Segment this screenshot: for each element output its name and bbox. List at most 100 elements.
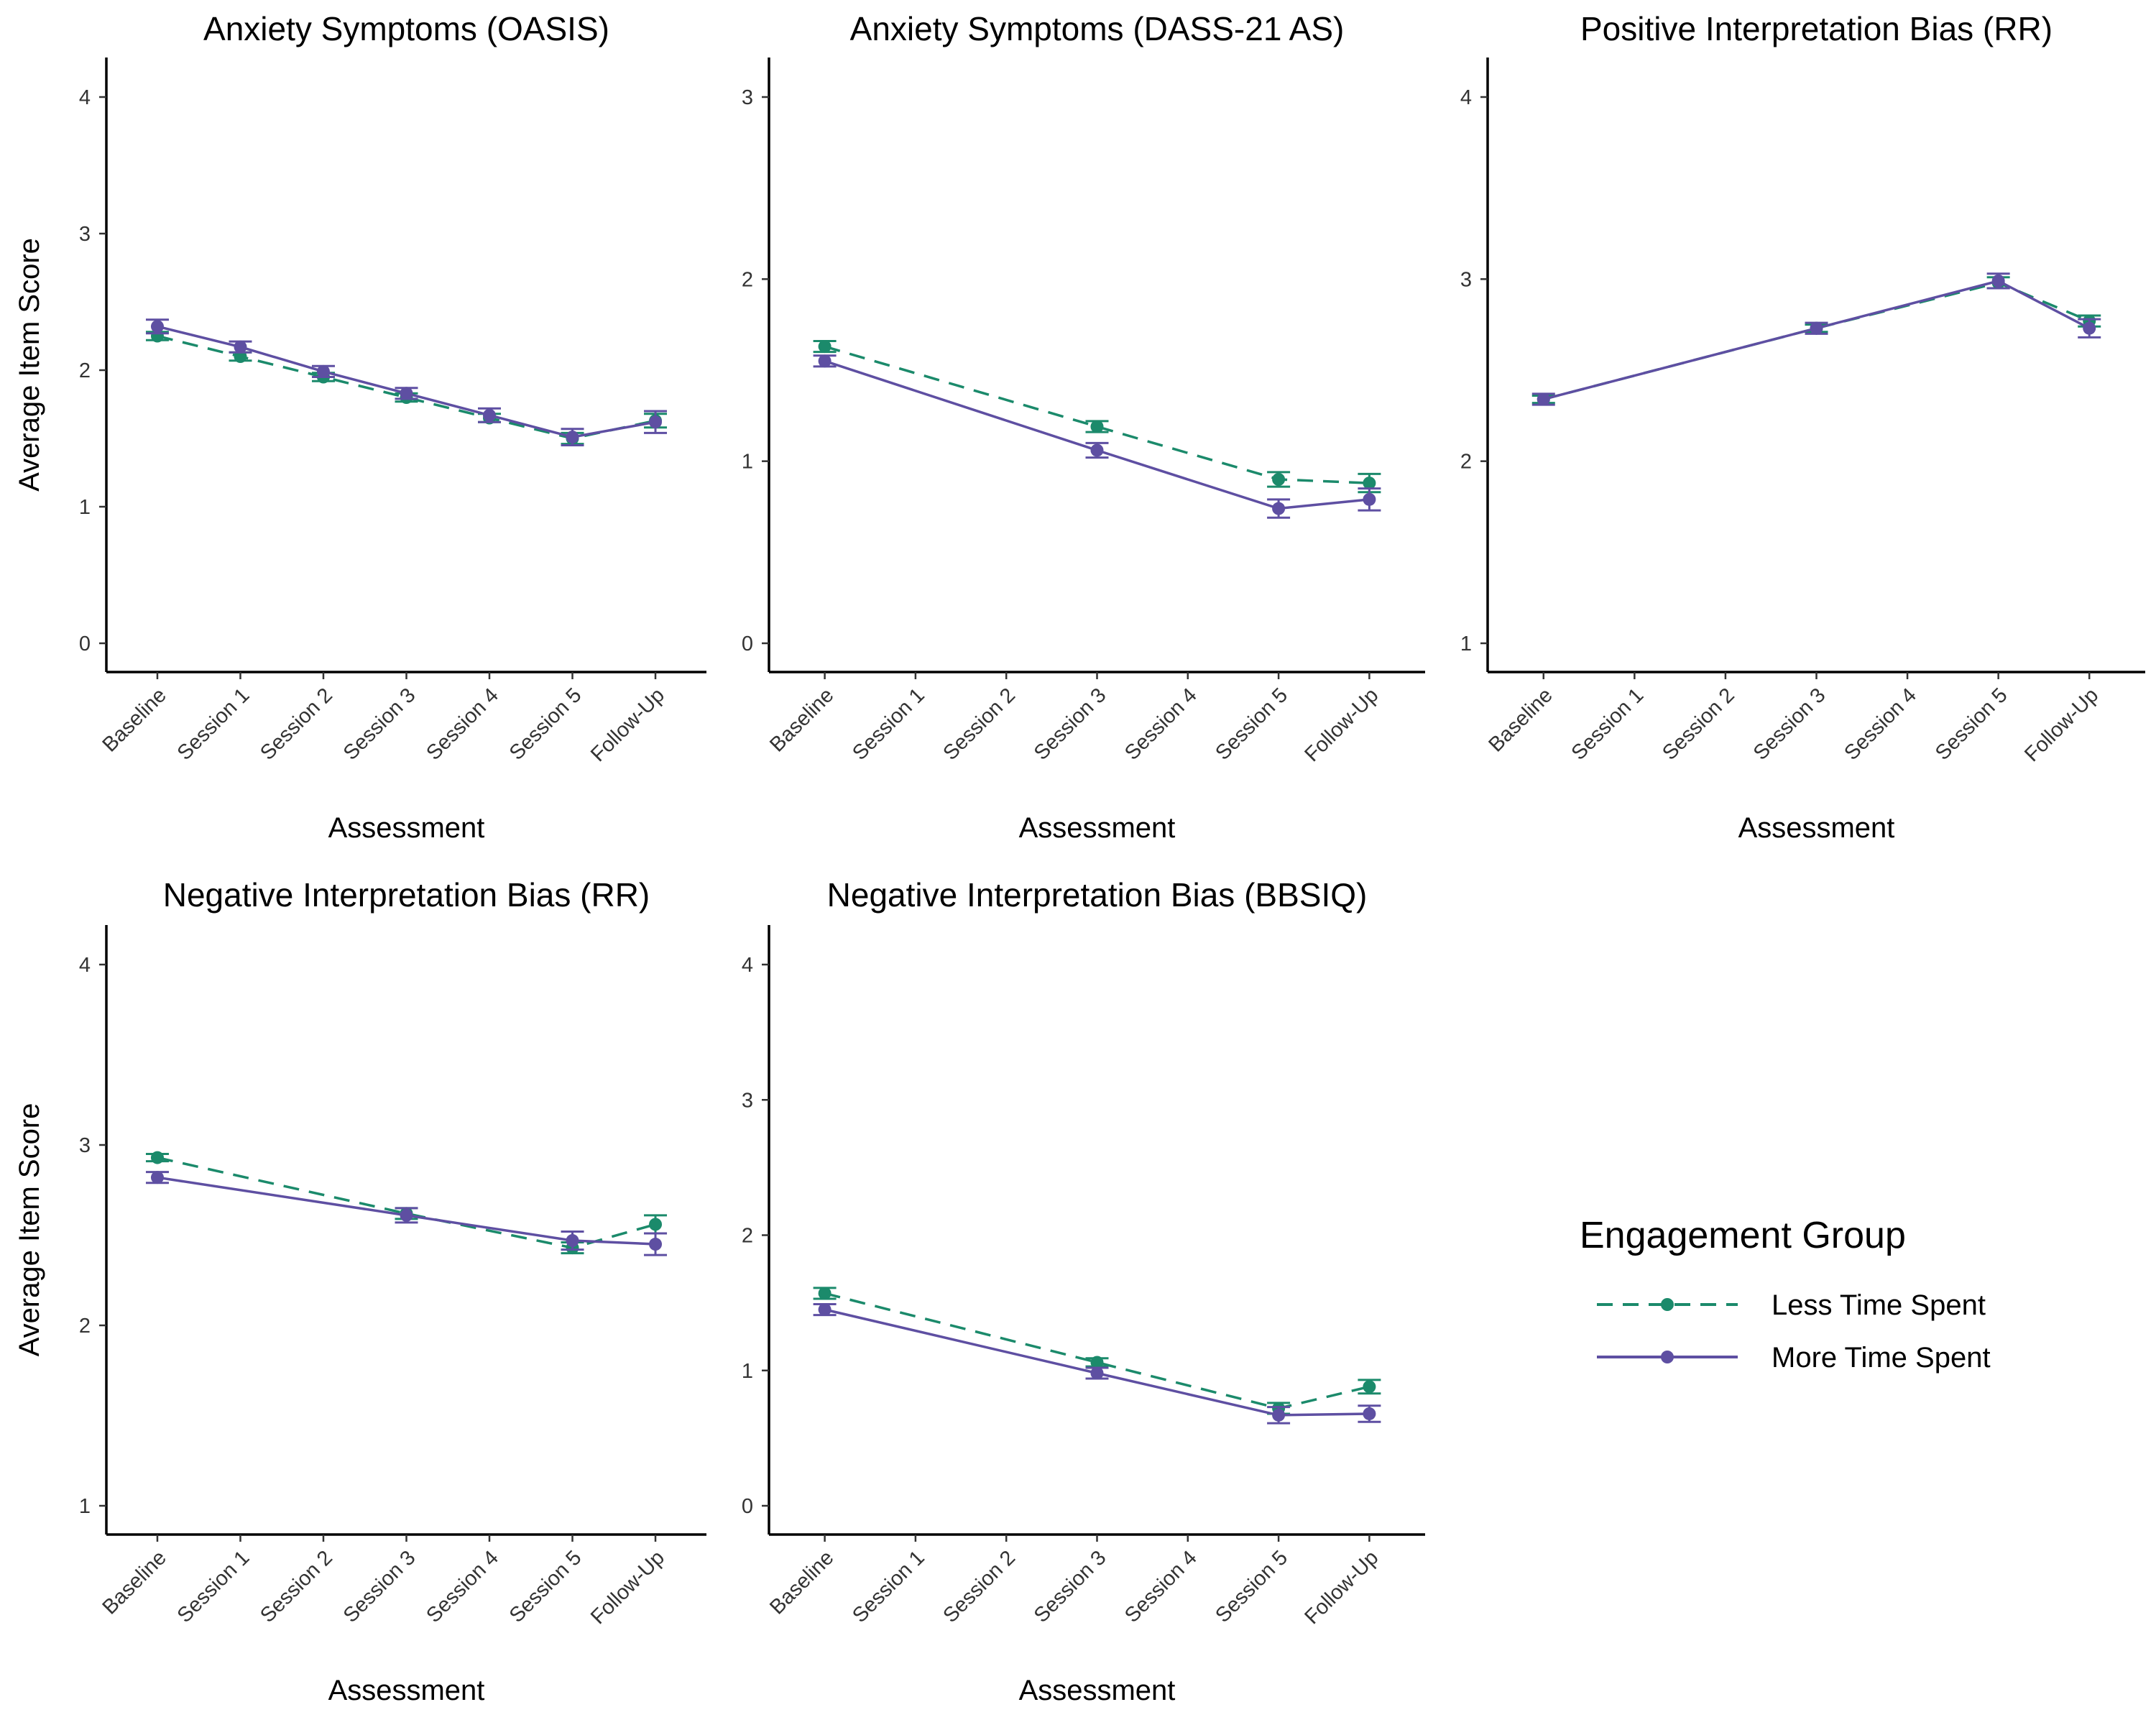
data-point <box>1090 420 1104 433</box>
data-point <box>316 364 330 378</box>
x-tick-label: Session 3 <box>339 684 420 765</box>
y-tick-label: 3 <box>79 1134 91 1157</box>
x-tick-label: Session 3 <box>1030 1546 1111 1627</box>
data-point <box>234 340 247 354</box>
series-less-time-spent <box>1531 276 2101 406</box>
legend-title: Engagement Group <box>1580 1215 1906 1256</box>
x-tick-label: Baseline <box>98 684 171 756</box>
y-tick-label: 0 <box>79 632 91 656</box>
x-tick-label: Baseline <box>98 1546 171 1619</box>
data-point <box>2083 321 2096 335</box>
series-line <box>1543 281 2090 401</box>
x-tick-label: Session 5 <box>1931 684 2012 765</box>
panel-3: Positive Interpretation Bias (RR) 1 2 3 4 Bas… <box>1460 10 2145 844</box>
series-line <box>157 1176 656 1246</box>
data-point <box>1537 392 1550 406</box>
x-tick-label: Session 5 <box>1211 684 1292 765</box>
data-point <box>566 431 579 444</box>
y-tick-label: 2 <box>79 1315 91 1338</box>
legend-label-less: Less Time Spent <box>1772 1289 1986 1321</box>
y-tick-label: 2 <box>79 359 91 382</box>
data-point <box>1090 1356 1104 1369</box>
series-line <box>157 325 656 438</box>
x-tick-label: Baseline <box>765 1546 838 1619</box>
series-line <box>824 1292 1370 1410</box>
series-line <box>824 1308 1370 1417</box>
x-tick-label: Session 5 <box>1211 1546 1292 1627</box>
x-tick-label: Session 2 <box>1658 684 1739 765</box>
x-tick-label: Session 1 <box>848 684 929 765</box>
y-tick-label: 1 <box>1460 632 1472 656</box>
y-tick-label: 4 <box>79 86 91 109</box>
x-tick-label: Baseline <box>1484 684 1557 756</box>
legend-marker-more <box>1661 1351 1674 1363</box>
y-tick-label: 2 <box>1460 451 1472 474</box>
data-point <box>1363 1380 1376 1394</box>
data-point <box>150 320 164 334</box>
y-tick-label: 0 <box>742 632 753 656</box>
y-tick-label: 0 <box>742 1495 753 1518</box>
data-point <box>1810 321 1823 335</box>
x-tick-label: Follow-Up <box>1300 684 1383 766</box>
panel-title: Negative Interpretation Bias (BBSIQ) <box>827 876 1368 914</box>
data-point <box>649 415 663 429</box>
x-tick-label: Follow-Up <box>586 684 669 766</box>
panel-4: Negative Interpretation Bias (RR) 1 2 3 4 Bas… <box>14 876 706 1706</box>
x-tick-label: Session 2 <box>939 1546 1020 1627</box>
data-point <box>150 1171 164 1184</box>
data-point <box>1090 443 1104 457</box>
data-point <box>1090 1366 1104 1380</box>
y-tick-label: 3 <box>742 86 753 109</box>
x-tick-label: Session 4 <box>1840 684 1921 765</box>
x-tick-label: Session 2 <box>256 684 337 765</box>
series-line <box>1543 280 2091 401</box>
x-tick-label: Session 3 <box>339 1546 420 1627</box>
panel-title: Negative Interpretation Bias (RR) <box>163 876 650 914</box>
y-tick-label: 3 <box>742 1089 753 1112</box>
x-tick-label: Follow-Up <box>586 1546 669 1629</box>
y-tick-label: 1 <box>742 451 753 474</box>
data-point <box>818 1287 831 1300</box>
y-tick-label: 2 <box>742 268 753 291</box>
data-point <box>1272 1408 1286 1422</box>
y-tick-label: 4 <box>79 954 91 977</box>
x-tick-label: Session 3 <box>1749 684 1830 765</box>
panel-5: Negative Interpretation Bias (BBSIQ) 0 1 2 3… <box>742 876 1425 1706</box>
series-line <box>157 1156 656 1249</box>
x-tick-label: Session 5 <box>505 1546 586 1627</box>
x-tick-label: Session 1 <box>848 1546 929 1627</box>
data-point <box>818 354 831 368</box>
data-point <box>649 1238 663 1251</box>
data-point <box>1272 473 1286 486</box>
data-point <box>1272 502 1286 515</box>
series-less-time-spent <box>813 1287 1381 1415</box>
x-tick-label: Session 4 <box>1120 684 1202 765</box>
series-more-time-spent <box>813 1303 1381 1425</box>
x-tick-label: Follow-Up <box>1300 1546 1383 1629</box>
x-tick-label: Follow-Up <box>2020 684 2103 766</box>
series-less-time-spent <box>813 339 1381 494</box>
x-tick-label: Session 4 <box>422 1546 503 1627</box>
series-more-time-spent <box>145 318 668 446</box>
y-axis-title: Average Item Score <box>14 1103 45 1357</box>
legend: Engagement Group Less Time Spent More Ti… <box>1580 1215 1991 1374</box>
series-less-time-spent <box>145 1151 668 1255</box>
panel-title: Anxiety Symptoms (DASS-21 AS) <box>850 10 1345 47</box>
data-point <box>649 1218 663 1231</box>
x-tick-label: Baseline <box>765 684 838 756</box>
x-tick-label: Session 4 <box>1120 1546 1202 1627</box>
y-tick-label: 3 <box>1460 268 1472 291</box>
y-tick-label: 2 <box>742 1225 753 1248</box>
x-axis-title: Assessment <box>1019 812 1176 844</box>
x-tick-label: Session 1 <box>173 1546 254 1627</box>
x-tick-label: Session 3 <box>1030 684 1111 765</box>
data-point <box>1363 1407 1376 1420</box>
series-more-time-spent <box>813 354 1381 519</box>
y-tick-label: 3 <box>79 223 91 246</box>
data-point <box>400 1208 413 1222</box>
y-tick-label: 1 <box>742 1360 753 1383</box>
data-point <box>1363 492 1376 506</box>
x-tick-label: Session 5 <box>505 684 586 765</box>
